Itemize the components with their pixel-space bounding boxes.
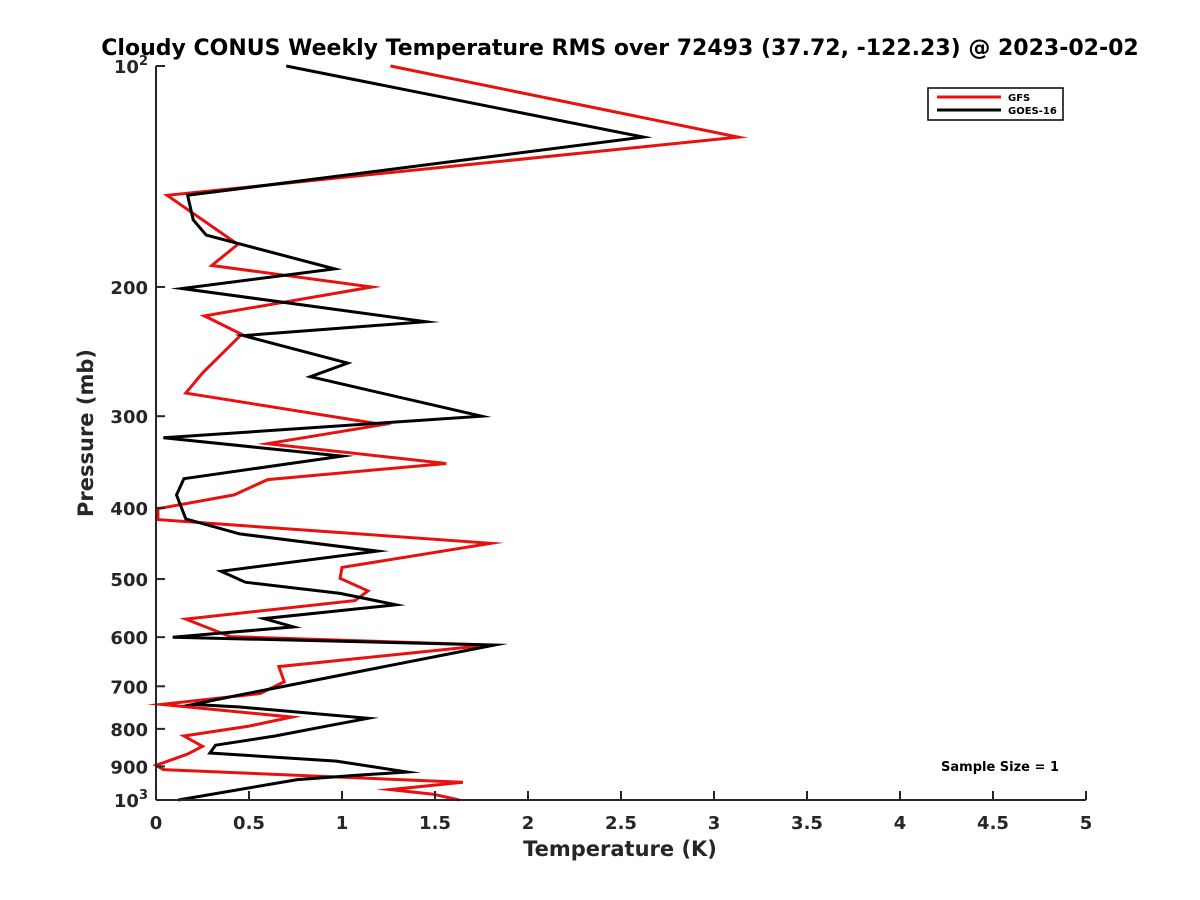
y-tick-label: 102 bbox=[114, 54, 148, 78]
x-tick-label: 4.5 bbox=[977, 813, 1009, 834]
y-tick-label: 103 bbox=[114, 788, 148, 812]
series-line-goes-16 bbox=[163, 64, 653, 802]
x-tick-label: 4 bbox=[894, 813, 907, 834]
x-tick-label: 3 bbox=[708, 813, 721, 834]
legend-box bbox=[927, 87, 1064, 121]
y-tick-label: 500 bbox=[110, 570, 148, 591]
x-tick-label: 5 bbox=[1080, 813, 1093, 834]
y-tick-label: 600 bbox=[110, 628, 148, 649]
x-tick-label: 2.5 bbox=[605, 813, 637, 834]
x-tick-label: 0 bbox=[150, 813, 163, 834]
x-axis-label: Temperature (K) bbox=[523, 837, 717, 861]
y-tick-label: 200 bbox=[110, 278, 148, 299]
x-axis-ticks: 0 0.5 1 1.5 2 2.5 3 3.5 4 4.5 5 bbox=[150, 791, 1093, 834]
y-tick-label: 700 bbox=[110, 677, 148, 698]
y-axis-label: Pressure (mb) bbox=[74, 349, 98, 517]
chart-title: Cloudy CONUS Weekly Temperature RMS over… bbox=[101, 36, 1138, 61]
x-tick-label: 1.5 bbox=[419, 813, 451, 834]
sample-size-annotation: Sample Size = 1 bbox=[941, 760, 1059, 775]
legend: GFS GOES-16 bbox=[927, 87, 1064, 121]
y-tick-label: 900 bbox=[110, 757, 148, 778]
x-tick-label: 1 bbox=[336, 813, 349, 834]
series-layer bbox=[147, 64, 749, 802]
legend-label-goes-16: GOES-16 bbox=[1008, 106, 1057, 117]
legend-label-gfs: GFS bbox=[1008, 93, 1030, 104]
x-tick-label: 3.5 bbox=[791, 813, 823, 834]
y-tick-label: 800 bbox=[110, 720, 148, 741]
x-tick-label: 2 bbox=[522, 813, 535, 834]
y-tick-label: 400 bbox=[110, 499, 148, 520]
x-tick-label: 0.5 bbox=[233, 813, 265, 834]
y-tick-label: 300 bbox=[110, 407, 148, 428]
series-line-gfs bbox=[147, 64, 749, 802]
y-axis-ticks: 102 200 300 400 500 600 700 800 900 103 bbox=[110, 54, 165, 812]
